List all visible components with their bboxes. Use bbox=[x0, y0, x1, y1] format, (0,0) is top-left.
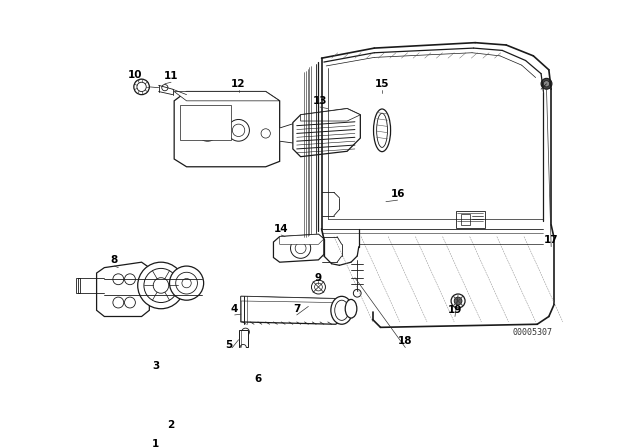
Bar bbox=[180, 105, 231, 140]
Text: 10: 10 bbox=[128, 70, 143, 80]
Circle shape bbox=[182, 279, 191, 288]
Polygon shape bbox=[241, 296, 351, 306]
Circle shape bbox=[153, 278, 169, 293]
Circle shape bbox=[454, 297, 462, 305]
Polygon shape bbox=[180, 444, 303, 448]
Circle shape bbox=[150, 406, 161, 417]
Bar bbox=[165, 384, 195, 406]
Polygon shape bbox=[174, 91, 280, 101]
Bar bbox=[456, 211, 485, 228]
Bar bbox=[239, 330, 248, 347]
Circle shape bbox=[152, 408, 159, 414]
Circle shape bbox=[543, 81, 550, 87]
Polygon shape bbox=[280, 234, 324, 244]
Text: 6: 6 bbox=[254, 374, 262, 383]
Circle shape bbox=[196, 120, 218, 141]
Circle shape bbox=[113, 297, 124, 308]
Circle shape bbox=[295, 243, 306, 254]
Text: 4: 4 bbox=[231, 304, 238, 314]
Bar bbox=[76, 278, 80, 293]
Circle shape bbox=[353, 289, 361, 297]
Circle shape bbox=[451, 294, 465, 308]
Text: 5: 5 bbox=[226, 340, 233, 350]
Circle shape bbox=[138, 262, 184, 309]
Circle shape bbox=[240, 345, 246, 351]
Polygon shape bbox=[293, 108, 360, 157]
Circle shape bbox=[162, 85, 168, 91]
Circle shape bbox=[232, 124, 244, 137]
Bar bbox=[461, 214, 470, 225]
Text: 8: 8 bbox=[111, 255, 118, 265]
Circle shape bbox=[170, 266, 204, 300]
Circle shape bbox=[261, 129, 270, 138]
Circle shape bbox=[541, 78, 552, 89]
Bar bbox=[198, 433, 204, 448]
Polygon shape bbox=[163, 371, 210, 382]
Text: 9: 9 bbox=[315, 273, 322, 283]
Ellipse shape bbox=[345, 299, 357, 318]
Polygon shape bbox=[241, 296, 351, 324]
Text: 17: 17 bbox=[544, 236, 559, 246]
Circle shape bbox=[191, 375, 198, 383]
Text: 00005307: 00005307 bbox=[513, 327, 553, 336]
Circle shape bbox=[113, 274, 124, 284]
Text: 2: 2 bbox=[168, 420, 175, 430]
Circle shape bbox=[312, 280, 325, 294]
Circle shape bbox=[264, 383, 271, 390]
Text: 1: 1 bbox=[152, 439, 159, 448]
Circle shape bbox=[228, 120, 250, 141]
Circle shape bbox=[144, 268, 178, 302]
Ellipse shape bbox=[376, 113, 387, 147]
Circle shape bbox=[137, 82, 147, 91]
Text: 16: 16 bbox=[390, 189, 405, 199]
Text: 15: 15 bbox=[375, 79, 389, 89]
Polygon shape bbox=[97, 262, 149, 316]
Text: 12: 12 bbox=[231, 79, 246, 89]
Circle shape bbox=[125, 297, 136, 308]
Ellipse shape bbox=[374, 109, 390, 152]
Circle shape bbox=[315, 283, 323, 291]
Text: 13: 13 bbox=[313, 96, 327, 106]
Text: 11: 11 bbox=[164, 71, 179, 81]
Circle shape bbox=[260, 379, 274, 393]
Text: 7: 7 bbox=[293, 304, 300, 314]
Circle shape bbox=[134, 79, 149, 95]
Circle shape bbox=[242, 328, 250, 336]
Ellipse shape bbox=[335, 300, 349, 320]
Circle shape bbox=[176, 272, 197, 294]
Text: 3: 3 bbox=[152, 361, 159, 371]
Polygon shape bbox=[174, 91, 280, 167]
Text: 14: 14 bbox=[274, 224, 289, 234]
Circle shape bbox=[202, 124, 214, 137]
Text: 18: 18 bbox=[398, 336, 413, 346]
Polygon shape bbox=[273, 234, 324, 262]
Polygon shape bbox=[280, 123, 303, 143]
Text: 19: 19 bbox=[448, 305, 462, 315]
Polygon shape bbox=[301, 108, 360, 121]
Polygon shape bbox=[180, 425, 303, 446]
Polygon shape bbox=[159, 371, 210, 415]
Ellipse shape bbox=[331, 296, 353, 324]
Circle shape bbox=[291, 238, 310, 258]
Circle shape bbox=[125, 274, 136, 284]
Circle shape bbox=[243, 336, 248, 343]
Circle shape bbox=[175, 375, 182, 383]
